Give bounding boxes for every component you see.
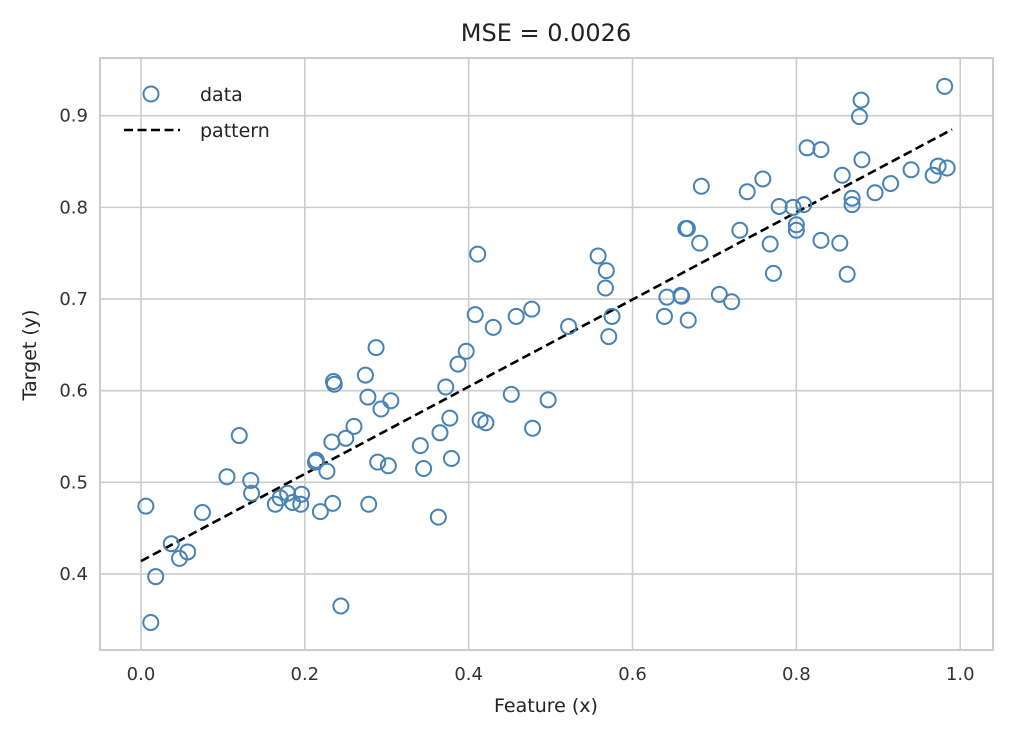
data-point [324,434,339,449]
data-point [442,411,457,426]
data-point [459,344,474,359]
data-point [883,176,898,191]
data-point [509,309,524,324]
legend: data pattern [124,84,270,142]
data-point [504,387,519,402]
data-point [444,451,459,466]
data-point [432,425,447,440]
data-point [346,419,361,434]
plot-border [100,58,993,650]
data-point [681,313,696,328]
data-point [232,428,247,443]
data-point [325,496,340,511]
legend-data-marker [144,87,159,102]
data-point [599,263,614,278]
x-tick-label: 1.0 [946,664,975,685]
x-tick-label: 0.4 [454,664,483,685]
data-point [868,185,883,200]
data-point [333,599,348,614]
data-point [904,162,919,177]
data-point [940,160,955,175]
data-point [598,281,613,296]
data-point [674,289,689,304]
data-point [468,307,483,322]
data-point [694,179,709,194]
legend-data-label: data [200,84,243,106]
grid-lines [100,58,993,650]
data-point [835,168,850,183]
data-point [832,236,847,251]
data-point [195,505,210,520]
chart: 0.0 0.2 0.4 0.6 0.8 1.0 0.4 0.5 0.6 0.7 0.8 0.9 MS… [0,0,1012,736]
data-point [763,237,778,252]
data-point [561,319,576,334]
data-point [294,487,309,502]
data-point [852,109,867,124]
data-point [732,223,747,238]
data-point [360,390,375,405]
data-point [740,184,755,199]
data-point [478,415,493,430]
y-tick-label: 0.5 [59,472,88,493]
x-tick-label: 0.8 [782,664,811,685]
data-point [438,379,453,394]
data-point [148,569,163,584]
y-tick-label: 0.6 [59,381,88,402]
data-point [143,615,158,630]
data-point [431,510,446,525]
data-point [657,309,672,324]
data-point [601,329,616,344]
x-tick-label: 0.0 [127,664,156,685]
x-tick-label: 0.6 [618,664,647,685]
x-tick-label: 0.2 [290,664,319,685]
pattern-line [141,129,952,561]
chart-title: MSE = 0.0026 [461,19,631,47]
y-tick-labels: 0.4 0.5 0.6 0.7 0.8 0.9 [59,106,88,585]
data-point [772,199,787,214]
data-point [319,464,334,479]
data-point [840,267,855,282]
y-axis-label: Target (y) [19,310,41,402]
data-point [766,266,781,281]
data-point [854,152,869,167]
data-point [813,233,828,248]
data-point [800,140,815,155]
data-point [813,142,828,157]
data-point [926,168,941,183]
plot-frame [100,58,993,650]
data-point [486,320,501,335]
data-point [541,392,556,407]
data-points [138,79,954,630]
data-point [724,294,739,309]
data-point [383,393,398,408]
data-point [470,247,485,262]
data-point [524,302,539,317]
y-tick-label: 0.8 [59,197,88,218]
data-point [369,340,384,355]
data-point [937,79,952,94]
x-tick-labels: 0.0 0.2 0.4 0.6 0.8 1.0 [127,664,975,685]
y-tick-label: 0.7 [59,289,88,310]
data-point [416,461,431,476]
data-point [525,421,540,436]
data-point [374,401,389,416]
data-point [659,290,674,305]
data-point [591,248,606,263]
pattern-line-layer [141,129,952,561]
legend-pattern-label: pattern [200,120,270,142]
data-point [358,368,373,383]
data-point [755,171,770,186]
data-point [413,438,428,453]
data-point [854,93,869,108]
data-point [692,236,707,251]
y-tick-label: 0.4 [59,564,88,585]
x-axis-label: Feature (x) [494,695,598,717]
y-tick-label: 0.9 [59,106,88,127]
data-point [361,497,376,512]
